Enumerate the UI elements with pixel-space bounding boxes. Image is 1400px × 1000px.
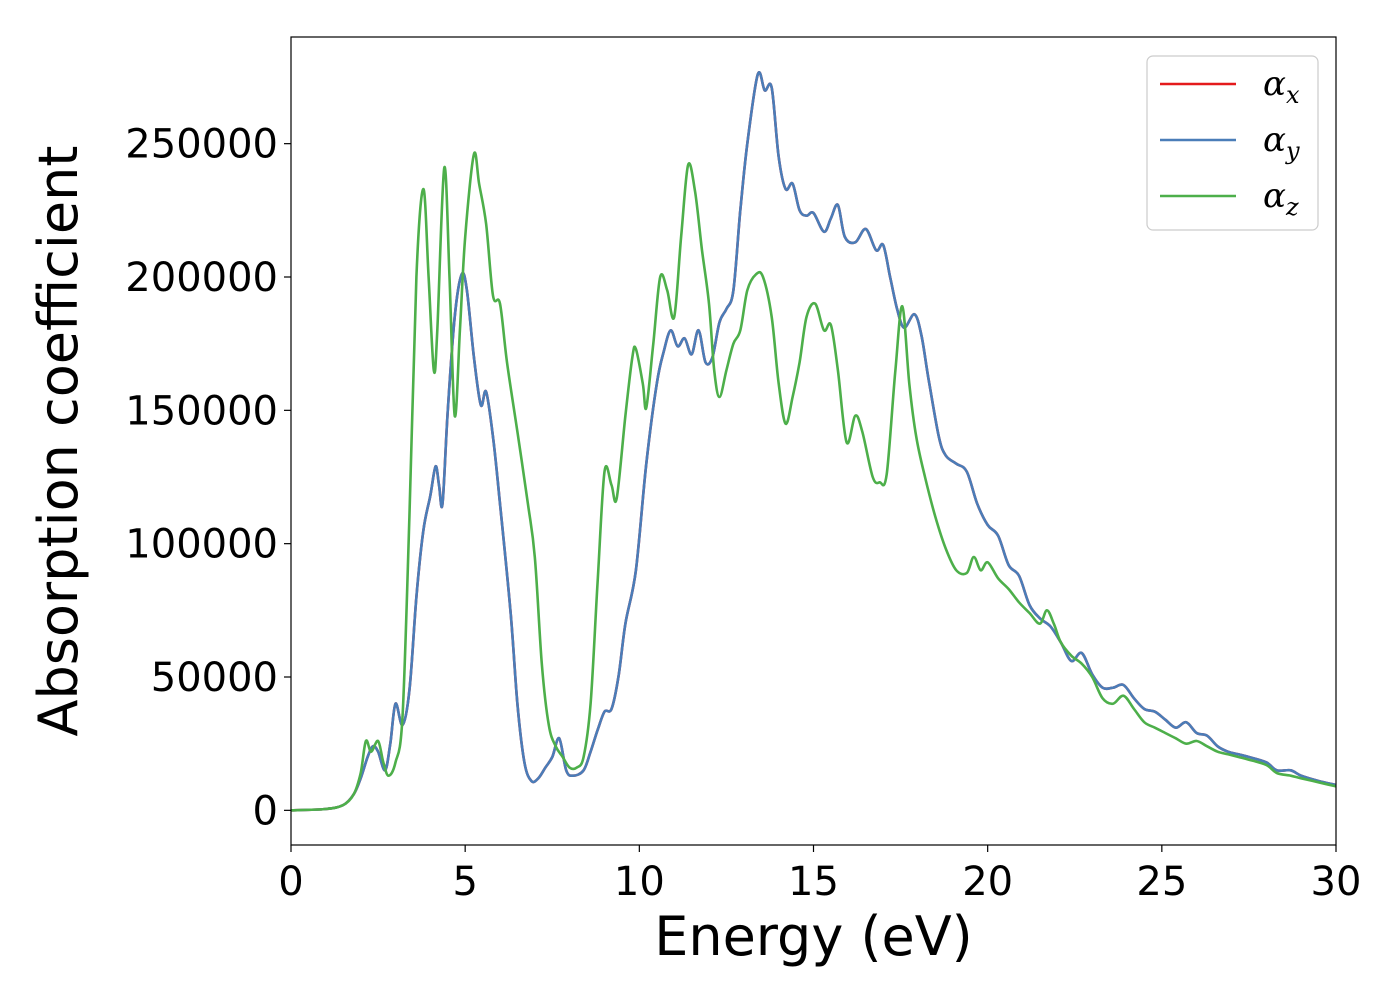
plot-lines: [291, 71, 1336, 812]
legend-label-y: αy: [1263, 120, 1300, 165]
y-tick-label: 250000: [125, 122, 278, 168]
x-tick-label: 10: [614, 859, 665, 905]
legend-box: [1146, 55, 1319, 231]
x-tick-label: 30: [1311, 859, 1362, 905]
x-tick-label: 20: [962, 859, 1013, 905]
y-axis: 0 50000 100000 150000 200000 250000: [125, 122, 291, 834]
legend-label-z: αz: [1263, 176, 1299, 221]
x-tick-label: 15: [788, 859, 839, 905]
y-axis-title: Absorption coefficient: [27, 146, 90, 737]
x-tick-label: 0: [278, 859, 303, 905]
y-tick-label: 200000: [125, 255, 278, 301]
x-tick-label: 5: [452, 859, 477, 905]
y-tick-label: 0: [253, 788, 278, 834]
legend: αx αy αz: [1146, 55, 1319, 231]
y-tick-label: 100000: [125, 522, 278, 568]
y-tick-label: 150000: [125, 388, 278, 434]
x-axis: 0 5 10 15 20 25 30: [278, 845, 1361, 905]
series-line-y: [291, 71, 1336, 812]
series-line-z: [291, 151, 1336, 812]
x-tick-label: 25: [1136, 859, 1187, 905]
legend-label-x: αx: [1263, 64, 1300, 109]
x-axis-title: Energy (eV): [654, 905, 973, 968]
y-tick-label: 50000: [151, 655, 278, 701]
